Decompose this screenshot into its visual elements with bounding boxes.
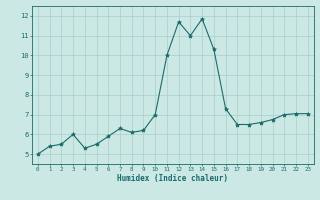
X-axis label: Humidex (Indice chaleur): Humidex (Indice chaleur) bbox=[117, 174, 228, 183]
